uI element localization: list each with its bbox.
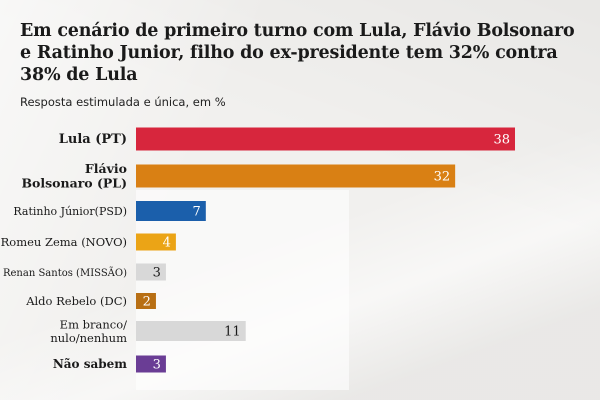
category-label: Não sabem xyxy=(53,357,127,371)
value-label: 4 xyxy=(163,236,171,251)
bar xyxy=(136,164,456,188)
chart-title: Em cenário de primeiro turno com Lula, F… xyxy=(20,21,575,85)
category-label: nulo/nenhum xyxy=(50,331,127,345)
value-label: 3 xyxy=(153,266,161,281)
bar xyxy=(136,201,206,221)
value-label: 2 xyxy=(143,295,151,310)
bar xyxy=(136,321,246,341)
paper-panel xyxy=(136,190,349,390)
category-label: Ratinho Júnior(PSD) xyxy=(13,205,127,218)
value-label: 32 xyxy=(434,170,451,185)
category-label: Bolsonaro (PL) xyxy=(21,175,127,190)
bar xyxy=(136,233,176,251)
category-label: Flávio xyxy=(85,161,127,176)
category-label: Romeu Zema (NOVO) xyxy=(1,235,127,249)
bar xyxy=(136,293,156,309)
category-label: Aldo Rebelo (DC) xyxy=(25,294,127,308)
value-label: 38 xyxy=(493,133,510,148)
bar xyxy=(136,127,515,151)
chart-subtitle: Resposta estimulada e única, em % xyxy=(20,95,226,109)
value-label: 3 xyxy=(153,358,161,373)
category-label: Em branco/ xyxy=(60,317,127,331)
value-label: 7 xyxy=(193,205,201,220)
value-label: 11 xyxy=(224,325,241,340)
category-label: Renan Santos (MISSÃO) xyxy=(3,267,127,279)
bar xyxy=(136,355,166,373)
category-label: Lula (PT) xyxy=(59,132,127,147)
bar xyxy=(136,263,166,281)
